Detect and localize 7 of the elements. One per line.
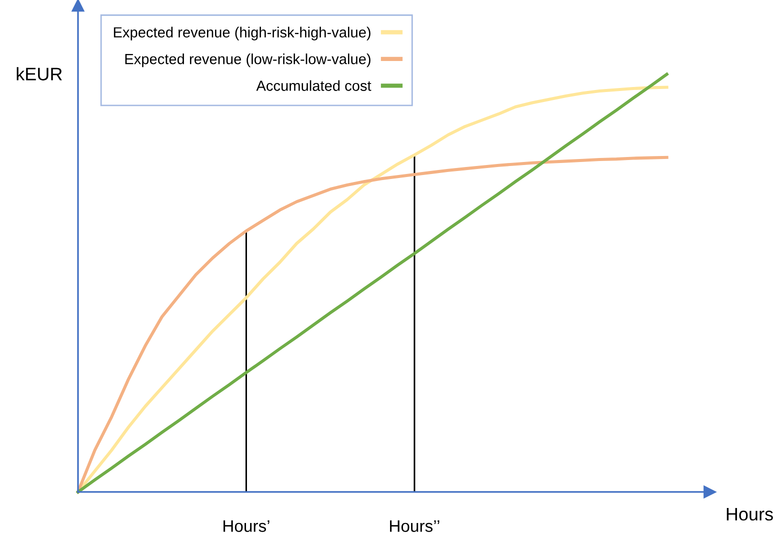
x-tick-label: Hours’’ — [390, 520, 440, 532]
x-axis-title: Hours — [726, 508, 773, 521]
legend-label: Accumulated cost — [256, 80, 372, 91]
legend-label: Expected revenue (low-risk-low-value) — [125, 54, 370, 68]
y-axis-title: kEUR — [16, 67, 62, 80]
legend-label: Expected revenue (high-risk-high-value) — [114, 26, 370, 40]
x-tick-label: Hours’ — [224, 520, 270, 532]
